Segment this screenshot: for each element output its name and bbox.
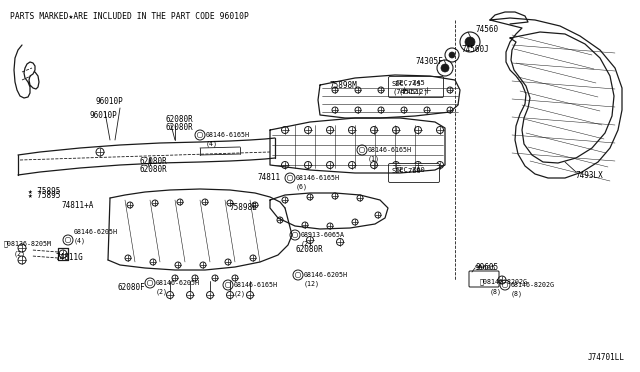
Text: 08146-6165H: 08146-6165H <box>296 175 340 181</box>
FancyBboxPatch shape <box>388 77 444 97</box>
Text: 74560J: 74560J <box>462 45 490 55</box>
Text: 62080R: 62080R <box>165 115 193 125</box>
Text: 08146-6165H: 08146-6165H <box>368 147 412 153</box>
Text: (2): (2) <box>301 241 313 247</box>
Text: 7493LX: 7493LX <box>575 170 603 180</box>
Text: 75898E: 75898E <box>230 203 258 212</box>
Text: ★ 75895: ★ 75895 <box>28 192 60 201</box>
Text: (2): (2) <box>156 289 168 295</box>
Text: 08146-6165H: 08146-6165H <box>206 132 250 138</box>
Text: (74512): (74512) <box>392 88 422 95</box>
Circle shape <box>465 37 475 47</box>
Text: 75898M: 75898M <box>330 80 358 90</box>
Text: 96010P: 96010P <box>95 97 123 106</box>
Text: (74512): (74512) <box>398 89 428 95</box>
Text: (4): (4) <box>206 141 218 147</box>
FancyBboxPatch shape <box>388 164 440 183</box>
Text: SEC.760: SEC.760 <box>392 168 422 174</box>
Text: PARTS MARKED★ARE INCLUDED IN THE PART CODE 96010P: PARTS MARKED★ARE INCLUDED IN THE PART CO… <box>10 12 249 21</box>
Text: (4): (4) <box>74 238 86 244</box>
FancyBboxPatch shape <box>469 271 499 287</box>
Text: 08146-6205H: 08146-6205H <box>156 280 200 286</box>
Text: 62080F: 62080F <box>118 283 146 292</box>
Text: 99605: 99605 <box>475 265 496 271</box>
Text: 74811G: 74811G <box>55 253 83 263</box>
Circle shape <box>449 52 455 58</box>
Text: SEC.745: SEC.745 <box>392 81 422 87</box>
Text: (6): (6) <box>296 184 308 190</box>
Text: 74811+A: 74811+A <box>62 201 94 209</box>
Text: 08146-8202G: 08146-8202G <box>511 282 555 288</box>
Text: (12): (12) <box>304 281 320 287</box>
Text: ​08146-8202G: ​08146-8202G <box>480 279 528 285</box>
Text: SEC.760: SEC.760 <box>395 167 425 173</box>
Text: (8): (8) <box>490 289 502 295</box>
Text: SEC.745: SEC.745 <box>395 80 425 86</box>
Text: ★ 75895: ★ 75895 <box>28 187 60 196</box>
Text: 62080R: 62080R <box>165 124 193 132</box>
Text: 74811: 74811 <box>258 173 281 183</box>
Text: 62080R: 62080R <box>140 157 168 167</box>
Text: 96010P: 96010P <box>90 110 118 119</box>
Text: 74560: 74560 <box>476 26 499 35</box>
Text: 74305F: 74305F <box>415 58 443 67</box>
Text: ​08136-8205M: ​08136-8205M <box>4 241 52 247</box>
Text: (2): (2) <box>234 291 246 297</box>
Text: 08146-6205H: 08146-6205H <box>74 229 118 235</box>
Text: J74701LL: J74701LL <box>588 353 625 362</box>
Text: 08146-6205H: 08146-6205H <box>304 272 348 278</box>
Text: (8): (8) <box>511 291 523 297</box>
Text: (2): (2) <box>14 251 26 257</box>
Text: 08913-6065A: 08913-6065A <box>301 232 345 238</box>
Text: 62080R: 62080R <box>295 246 323 254</box>
Text: 08146-6165H: 08146-6165H <box>234 282 278 288</box>
Text: 62080R: 62080R <box>140 166 168 174</box>
Text: (1): (1) <box>368 156 380 162</box>
Circle shape <box>441 64 449 72</box>
Text: 99605: 99605 <box>476 263 499 273</box>
